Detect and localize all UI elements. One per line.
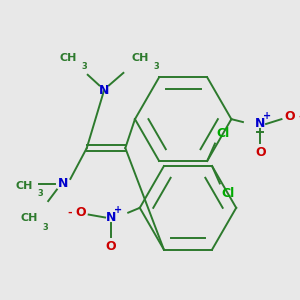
Text: N: N: [255, 118, 266, 130]
Text: 3: 3: [82, 61, 88, 70]
Text: Cl: Cl: [221, 187, 234, 200]
Text: CH: CH: [15, 181, 33, 191]
Text: O: O: [76, 206, 86, 219]
Text: 3: 3: [42, 223, 48, 232]
Text: 3: 3: [153, 61, 159, 70]
Text: O: O: [284, 110, 295, 123]
Text: CH: CH: [131, 53, 148, 63]
Text: O: O: [255, 146, 266, 159]
Text: N: N: [58, 177, 68, 190]
Text: -: -: [67, 208, 72, 218]
Text: +: +: [263, 111, 271, 121]
Text: CH: CH: [20, 213, 38, 224]
Text: O: O: [106, 240, 116, 253]
Text: CH: CH: [60, 53, 77, 63]
Text: Cl: Cl: [216, 128, 229, 140]
Text: -: -: [298, 111, 300, 121]
Text: 3: 3: [38, 189, 44, 198]
Text: N: N: [99, 84, 109, 97]
Text: N: N: [106, 211, 116, 224]
Text: +: +: [113, 205, 122, 215]
